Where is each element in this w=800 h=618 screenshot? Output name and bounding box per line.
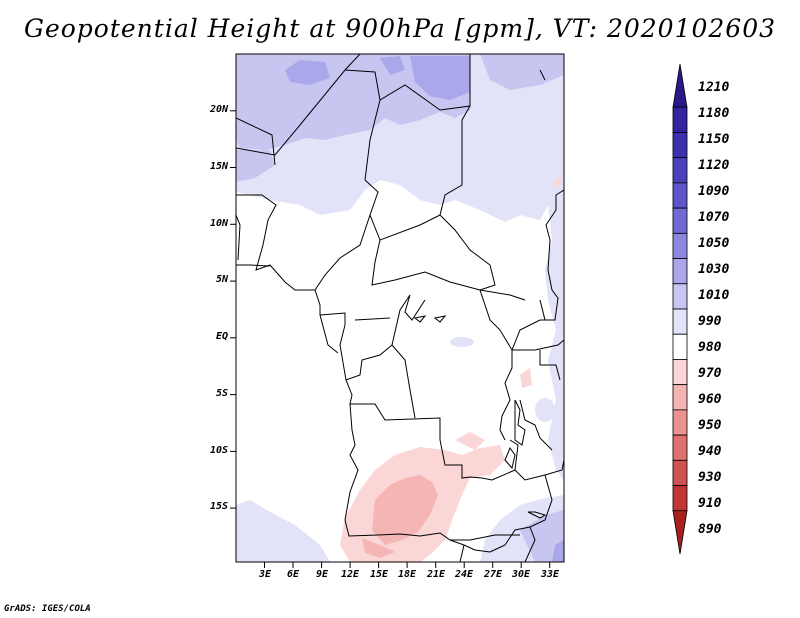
colorbar-swatch (672, 106, 688, 133)
colorbar-swatch (672, 232, 688, 259)
colorbar-swatch (672, 409, 688, 436)
lat-tick-label: 15S (209, 501, 228, 512)
colorbar-label: 930 (698, 470, 722, 485)
colorbar-label: 970 (698, 366, 722, 381)
colorbar-label: 910 (698, 496, 722, 511)
lon-tick-label: 27E (483, 569, 503, 580)
colorbar-swatch (672, 63, 688, 108)
colorbar-swatch (672, 157, 688, 184)
colorbar-label: 1120 (698, 158, 730, 173)
colorbar-label: 1150 (698, 132, 730, 147)
colorbar-label: 1030 (698, 262, 730, 277)
lon-tick-label: 12E (340, 569, 360, 580)
map-title: Geopotential Height at 900hPa [gpm], VT:… (23, 14, 777, 43)
colorbar-swatch (672, 132, 688, 159)
lon-tick-label: 6E (286, 569, 300, 580)
lon-tick-label: 9E (315, 569, 329, 580)
lat-tick-label: 15N (209, 161, 228, 172)
lat-tick-label: 5N (215, 274, 228, 285)
lon-tick-label: 33E (540, 569, 560, 580)
colorbar-swatch (672, 459, 688, 486)
credit-text: GrADS: IGES/COLA (4, 604, 91, 614)
colorbar-swatch (672, 434, 688, 461)
country-borders (236, 54, 564, 562)
colorbar-label: 960 (698, 392, 722, 407)
colorbar-label: 1180 (698, 106, 730, 121)
colorbar-label: 940 (698, 444, 722, 459)
colorbar-swatch (672, 258, 688, 285)
axis-ticks (230, 110, 551, 568)
colorbar-label: 890 (698, 522, 722, 537)
colorbar-swatch (672, 510, 688, 555)
colorbar-swatch (672, 207, 688, 234)
lat-tick-label: EQ (215, 331, 228, 342)
colorbar-label: 1010 (698, 288, 730, 303)
colorbar-swatch (672, 283, 688, 310)
colorbar-label: 950 (698, 418, 722, 433)
colorbar-swatch (672, 333, 688, 360)
colorbar-label: 1210 (698, 80, 730, 95)
colorbar-label: 990 (698, 314, 722, 329)
lat-tick-label: 10S (209, 445, 228, 456)
lon-tick-label: 3E (258, 569, 272, 580)
colorbar-swatch (672, 485, 688, 512)
colorbar-label: 1090 (698, 184, 730, 199)
colorbar-swatch (672, 384, 688, 411)
map-frame (235, 53, 565, 563)
lon-tick-label: 15E (369, 569, 389, 580)
lat-tick-label: 5S (215, 388, 228, 399)
lon-tick-label: 18E (397, 569, 417, 580)
height-field (236, 54, 564, 562)
colorbar-swatch (672, 182, 688, 209)
colorbar-swatch (672, 359, 688, 386)
lat-tick-label: 10N (209, 218, 228, 229)
lon-tick-label: 24E (454, 569, 474, 580)
colorbar-label: 980 (698, 340, 722, 355)
lat-tick-label: 20N (209, 104, 228, 115)
colorbar-swatch (672, 308, 688, 335)
lon-tick-label: 30E (511, 569, 531, 580)
lon-tick-label: 21E (426, 569, 446, 580)
colorbar (672, 63, 688, 555)
colorbar-label: 1070 (698, 210, 730, 225)
colorbar-label: 1050 (698, 236, 730, 251)
